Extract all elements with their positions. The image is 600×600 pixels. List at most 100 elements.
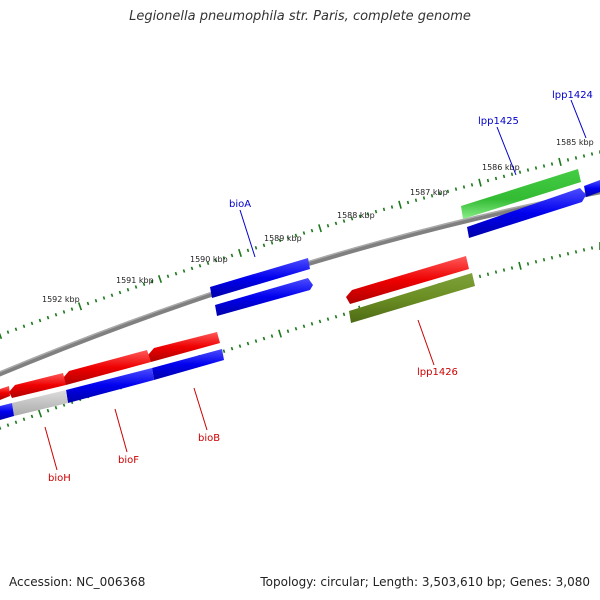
outer-ring-tick	[326, 224, 330, 228]
gene-forward-cds-bioB-row[interactable]	[152, 349, 224, 380]
leader-bioF	[114, 408, 128, 453]
inner-ring-tick	[334, 314, 338, 319]
outer-ring-tick	[198, 264, 202, 268]
outer-ring-tick	[390, 205, 394, 209]
outer-ring-tick	[254, 246, 258, 250]
outer-ring-tick	[22, 324, 26, 329]
outer-ring-tick	[318, 224, 322, 233]
gene-grey-feature[interactable]	[12, 390, 68, 416]
outer-ring-tick	[534, 166, 538, 170]
label-bioB[interactable]: bioB	[198, 433, 220, 444]
inner-ring-tick	[254, 339, 258, 343]
label-leaders	[44, 99, 587, 471]
outer-ring-tick	[286, 236, 290, 240]
gene-bioB[interactable]	[148, 332, 220, 362]
gene-lpp1425[interactable]	[461, 169, 581, 219]
tick-label-1588: 1588 kbp	[337, 211, 375, 220]
inner-ring-tick	[558, 254, 562, 258]
tick-label-1587: 1587 kbp	[410, 188, 448, 197]
gene-bioF[interactable]	[63, 350, 151, 385]
inner-ring-tick	[22, 417, 26, 422]
tick-label-1585: 1585 kbp	[556, 138, 594, 147]
inner-ring-tick	[302, 324, 306, 329]
inner-ring-tick	[286, 329, 290, 333]
leader-bioH	[44, 426, 58, 471]
outer-ring-tick	[54, 313, 58, 317]
outer-ring-tick	[486, 178, 490, 183]
outer-ring-tick	[262, 243, 266, 248]
inner-ring-tick	[518, 261, 522, 270]
inner-ring-tick	[542, 258, 546, 262]
gene-forward-cds-bioF-row[interactable]	[66, 368, 154, 403]
gene-bioH[interactable]	[9, 373, 66, 398]
inner-ring-tick	[342, 312, 346, 317]
outer-ring-tick	[590, 152, 594, 156]
tick-labels: 1585 kbp 1586 kbp 1587 kbp 1588 kbp 1589…	[42, 138, 594, 304]
accession-text: Accession: NC_006368	[9, 575, 146, 589]
outer-ring-tick	[166, 274, 170, 279]
inner-ring-tick	[46, 408, 50, 413]
gene-bioA[interactable]	[210, 258, 310, 298]
label-lpp1424[interactable]: lpp1424	[552, 90, 593, 101]
outer-ring-tick	[238, 248, 242, 257]
outer-ring-tick	[150, 279, 154, 284]
outer-ring-tick	[350, 216, 354, 221]
outer-ring-tick	[382, 207, 386, 212]
label-lpp1425[interactable]: lpp1425	[478, 116, 519, 127]
outer-ring-tick	[134, 285, 138, 289]
inner-ring-tick	[14, 420, 18, 424]
tick-label-1592: 1592 kbp	[42, 295, 80, 304]
outer-ring-tick	[438, 191, 442, 196]
label-lpp1426[interactable]: lpp1426	[417, 367, 458, 378]
label-bioH[interactable]: bioH	[48, 473, 71, 484]
outer-ring-tick	[278, 238, 282, 243]
reverse-strand-genes	[0, 256, 475, 420]
inner-ring-tick	[262, 336, 266, 341]
outer-ring-tick	[157, 274, 163, 284]
inner-ring-tick	[30, 414, 34, 419]
inner-ring-tick	[270, 334, 274, 338]
outer-ring-tick	[126, 287, 130, 292]
outer-ring-tick	[462, 185, 466, 189]
outer-ring-tick	[550, 162, 554, 166]
inner-ring-tick	[54, 406, 58, 410]
gene-forward-cds-4[interactable]	[467, 188, 586, 238]
gene-lpp1426[interactable]	[346, 256, 469, 304]
label-bioA[interactable]: bioA	[229, 199, 251, 210]
outer-ring-tick	[518, 170, 522, 174]
outer-ring-tick	[6, 330, 10, 334]
gene-reverse-cds-edge[interactable]	[0, 386, 10, 400]
gene-lpp1424[interactable]	[584, 180, 600, 197]
inner-ring-tick	[310, 322, 314, 326]
outer-ring-tick	[110, 293, 114, 297]
tick-label-1591: 1591 kbp	[116, 276, 154, 285]
inner-ring-tick	[478, 274, 482, 279]
outer-ring-tick	[366, 212, 370, 216]
outer-ring-tick	[214, 258, 218, 263]
outer-tick-ring	[0, 150, 600, 340]
gene-reverse-cds-olive[interactable]	[349, 273, 475, 323]
label-bioF[interactable]: bioF	[118, 455, 139, 466]
outer-ring-tick	[302, 231, 306, 235]
outer-ring-tick	[478, 178, 482, 187]
inner-ring-tick	[574, 250, 578, 254]
inner-ring-tick	[550, 256, 554, 260]
inner-ring-tick	[534, 260, 538, 264]
outer-ring-tick	[558, 157, 562, 166]
gene-forward-cds-edge[interactable]	[0, 403, 14, 420]
outer-ring-tick	[574, 156, 578, 160]
outer-ring-tick	[494, 176, 498, 181]
inner-ring-tick	[0, 426, 2, 430]
outer-ring-tick	[470, 183, 474, 187]
outer-ring-tick	[38, 318, 42, 323]
outer-ring-tick	[182, 269, 186, 273]
gene-forward-cds-2[interactable]	[215, 278, 313, 316]
inner-ring-tick	[486, 272, 490, 276]
outer-ring-tick	[246, 248, 250, 253]
outer-ring-tick	[14, 327, 18, 331]
map-title: Legionella pneumophila str. Paris, compl…	[129, 9, 471, 24]
outer-ring-tick	[310, 228, 314, 233]
outer-ring-tick	[566, 158, 570, 162]
outer-ring-tick	[342, 219, 346, 223]
inner-ring-tick	[566, 252, 570, 256]
